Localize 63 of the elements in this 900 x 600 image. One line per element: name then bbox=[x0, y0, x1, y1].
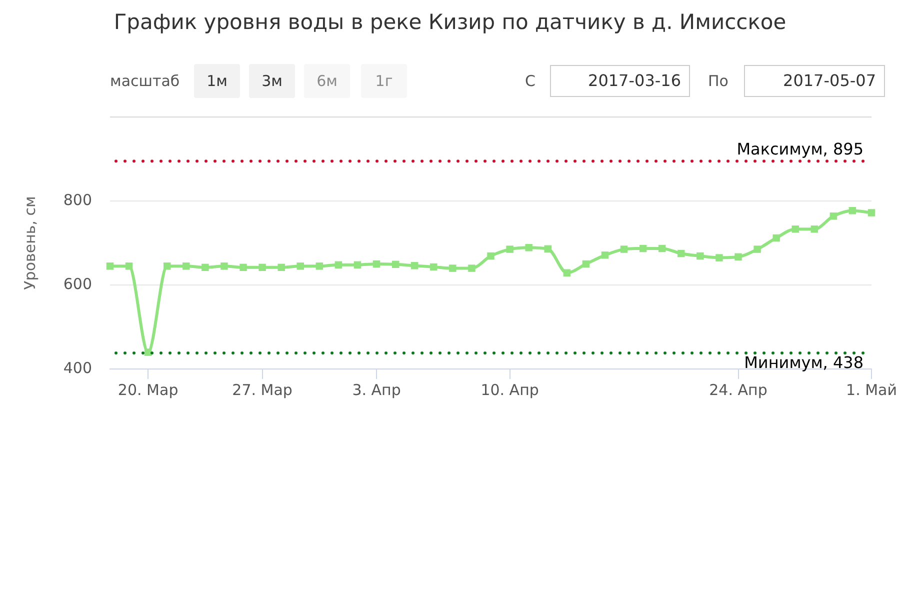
point bbox=[316, 262, 324, 270]
point bbox=[202, 264, 209, 271]
point bbox=[240, 264, 247, 271]
y-axis-title: Уровень, см bbox=[20, 196, 39, 290]
point bbox=[410, 262, 418, 270]
point bbox=[620, 246, 628, 253]
point bbox=[848, 207, 856, 214]
text: 1м bbox=[194, 64, 240, 98]
text: 3м bbox=[249, 64, 295, 98]
point bbox=[544, 245, 552, 252]
point bbox=[868, 209, 876, 216]
point bbox=[334, 261, 342, 268]
point bbox=[468, 264, 476, 272]
point bbox=[678, 250, 685, 258]
point bbox=[487, 252, 494, 260]
point bbox=[792, 226, 799, 233]
y-tick-label: 600 bbox=[63, 274, 92, 293]
x-tick-label: 1. Май bbox=[846, 380, 898, 399]
point bbox=[449, 264, 456, 272]
point bbox=[220, 262, 228, 270]
chart-title: График уровня воды в реке Кизир по датчику в д. Имисское bbox=[112, 10, 788, 34]
x-tick-label: 20. Мар bbox=[118, 380, 178, 399]
point bbox=[278, 264, 285, 271]
point bbox=[754, 246, 761, 253]
point bbox=[658, 244, 666, 252]
x-tick-label: 27. Мар bbox=[232, 380, 292, 399]
point bbox=[601, 252, 609, 259]
point bbox=[354, 261, 362, 268]
point bbox=[830, 212, 838, 220]
x-tick-label: 24. Апр bbox=[709, 380, 768, 399]
point bbox=[163, 262, 171, 270]
point bbox=[106, 262, 114, 270]
text: 2017-03-16 bbox=[550, 65, 690, 97]
point bbox=[144, 348, 152, 356]
point bbox=[810, 226, 818, 233]
point bbox=[430, 263, 438, 271]
point bbox=[639, 244, 647, 252]
text: масштаб bbox=[110, 71, 180, 92]
point bbox=[392, 260, 400, 268]
point bbox=[506, 246, 514, 253]
text: С bbox=[525, 71, 536, 92]
point bbox=[258, 264, 266, 271]
x-tick-label: 3. Апр bbox=[352, 380, 401, 399]
point bbox=[125, 262, 133, 270]
text: 1г bbox=[361, 64, 407, 98]
point bbox=[582, 260, 590, 268]
text: 2017-05-07 bbox=[744, 65, 885, 97]
text: По bbox=[708, 71, 728, 92]
point bbox=[525, 244, 532, 252]
point bbox=[563, 269, 571, 276]
y-tick-label: 800 bbox=[63, 190, 92, 209]
point bbox=[372, 260, 380, 268]
point bbox=[734, 253, 742, 260]
point bbox=[182, 262, 190, 270]
point bbox=[696, 252, 704, 260]
ref-line-label: Минимум, 438 bbox=[744, 353, 864, 372]
ref-line-label: Максимум, 895 bbox=[736, 139, 864, 158]
point bbox=[772, 234, 780, 242]
text: 6м bbox=[304, 64, 350, 98]
point bbox=[296, 262, 304, 270]
y-tick-label: 400 bbox=[63, 358, 92, 377]
point bbox=[716, 254, 723, 262]
x-tick-label: 10. Апр bbox=[480, 380, 539, 399]
